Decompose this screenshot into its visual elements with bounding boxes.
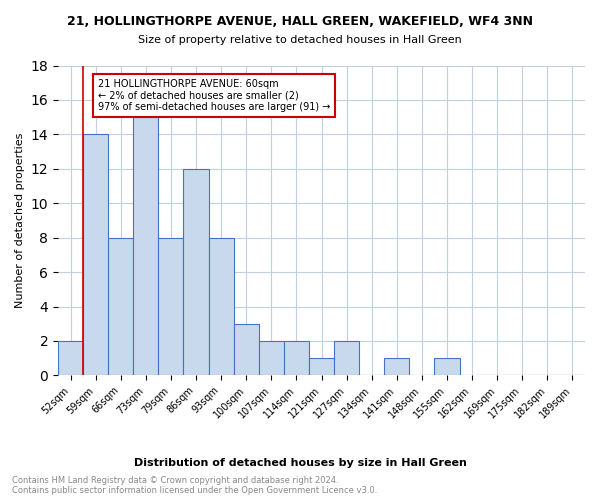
- Bar: [233, 324, 259, 376]
- Bar: [58, 341, 83, 376]
- Y-axis label: Number of detached properties: Number of detached properties: [15, 132, 25, 308]
- Bar: [184, 169, 209, 376]
- Bar: [284, 341, 309, 376]
- Text: 21, HOLLINGTHORPE AVENUE, HALL GREEN, WAKEFIELD, WF4 3NN: 21, HOLLINGTHORPE AVENUE, HALL GREEN, WA…: [67, 15, 533, 28]
- Bar: [108, 238, 133, 376]
- Bar: [259, 341, 284, 376]
- Bar: [133, 117, 158, 376]
- Bar: [334, 341, 359, 376]
- Bar: [434, 358, 460, 376]
- Bar: [209, 238, 233, 376]
- Bar: [83, 134, 108, 376]
- Text: Size of property relative to detached houses in Hall Green: Size of property relative to detached ho…: [138, 35, 462, 45]
- Text: Contains HM Land Registry data © Crown copyright and database right 2024.
Contai: Contains HM Land Registry data © Crown c…: [12, 476, 377, 495]
- Bar: [384, 358, 409, 376]
- Bar: [309, 358, 334, 376]
- Text: Distribution of detached houses by size in Hall Green: Distribution of detached houses by size …: [134, 458, 466, 468]
- Text: 21 HOLLINGTHORPE AVENUE: 60sqm
← 2% of detached houses are smaller (2)
97% of se: 21 HOLLINGTHORPE AVENUE: 60sqm ← 2% of d…: [98, 80, 331, 112]
- Bar: [158, 238, 184, 376]
